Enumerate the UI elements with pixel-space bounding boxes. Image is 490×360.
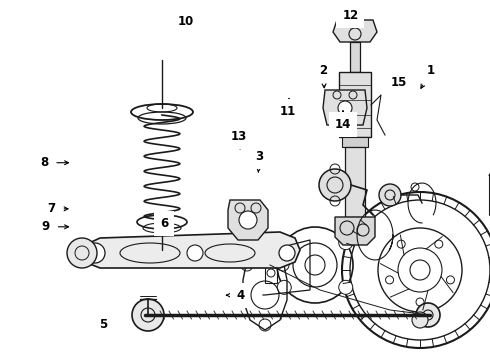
Circle shape xyxy=(339,280,353,294)
Text: 11: 11 xyxy=(280,98,296,118)
Text: 3: 3 xyxy=(256,150,264,172)
Text: 12: 12 xyxy=(342,9,359,28)
Bar xyxy=(350,42,360,72)
Circle shape xyxy=(85,243,105,263)
Polygon shape xyxy=(335,217,375,245)
Polygon shape xyxy=(333,20,377,42)
Text: 7: 7 xyxy=(48,202,68,215)
Circle shape xyxy=(416,303,440,327)
Text: 8: 8 xyxy=(40,156,69,169)
Text: 9: 9 xyxy=(42,220,69,233)
Circle shape xyxy=(339,236,353,250)
Circle shape xyxy=(67,238,97,268)
Circle shape xyxy=(277,280,291,294)
Text: 2: 2 xyxy=(319,64,327,88)
Polygon shape xyxy=(80,232,300,268)
Polygon shape xyxy=(228,200,268,240)
Text: 10: 10 xyxy=(178,15,195,28)
Circle shape xyxy=(279,245,295,261)
Circle shape xyxy=(132,299,164,331)
Circle shape xyxy=(319,169,351,201)
Bar xyxy=(342,137,368,147)
Text: 15: 15 xyxy=(391,76,408,89)
Bar xyxy=(345,147,365,217)
Circle shape xyxy=(277,236,291,250)
Circle shape xyxy=(338,101,352,115)
Circle shape xyxy=(187,245,203,261)
Text: 13: 13 xyxy=(230,130,247,149)
Circle shape xyxy=(239,211,257,229)
Text: 1: 1 xyxy=(421,64,435,88)
Text: 6: 6 xyxy=(160,217,168,230)
Text: 5: 5 xyxy=(99,317,107,330)
Text: 4: 4 xyxy=(226,289,244,302)
Bar xyxy=(339,72,371,137)
Polygon shape xyxy=(323,90,367,125)
Text: 14: 14 xyxy=(335,111,351,131)
Circle shape xyxy=(379,184,401,206)
Circle shape xyxy=(412,312,428,328)
